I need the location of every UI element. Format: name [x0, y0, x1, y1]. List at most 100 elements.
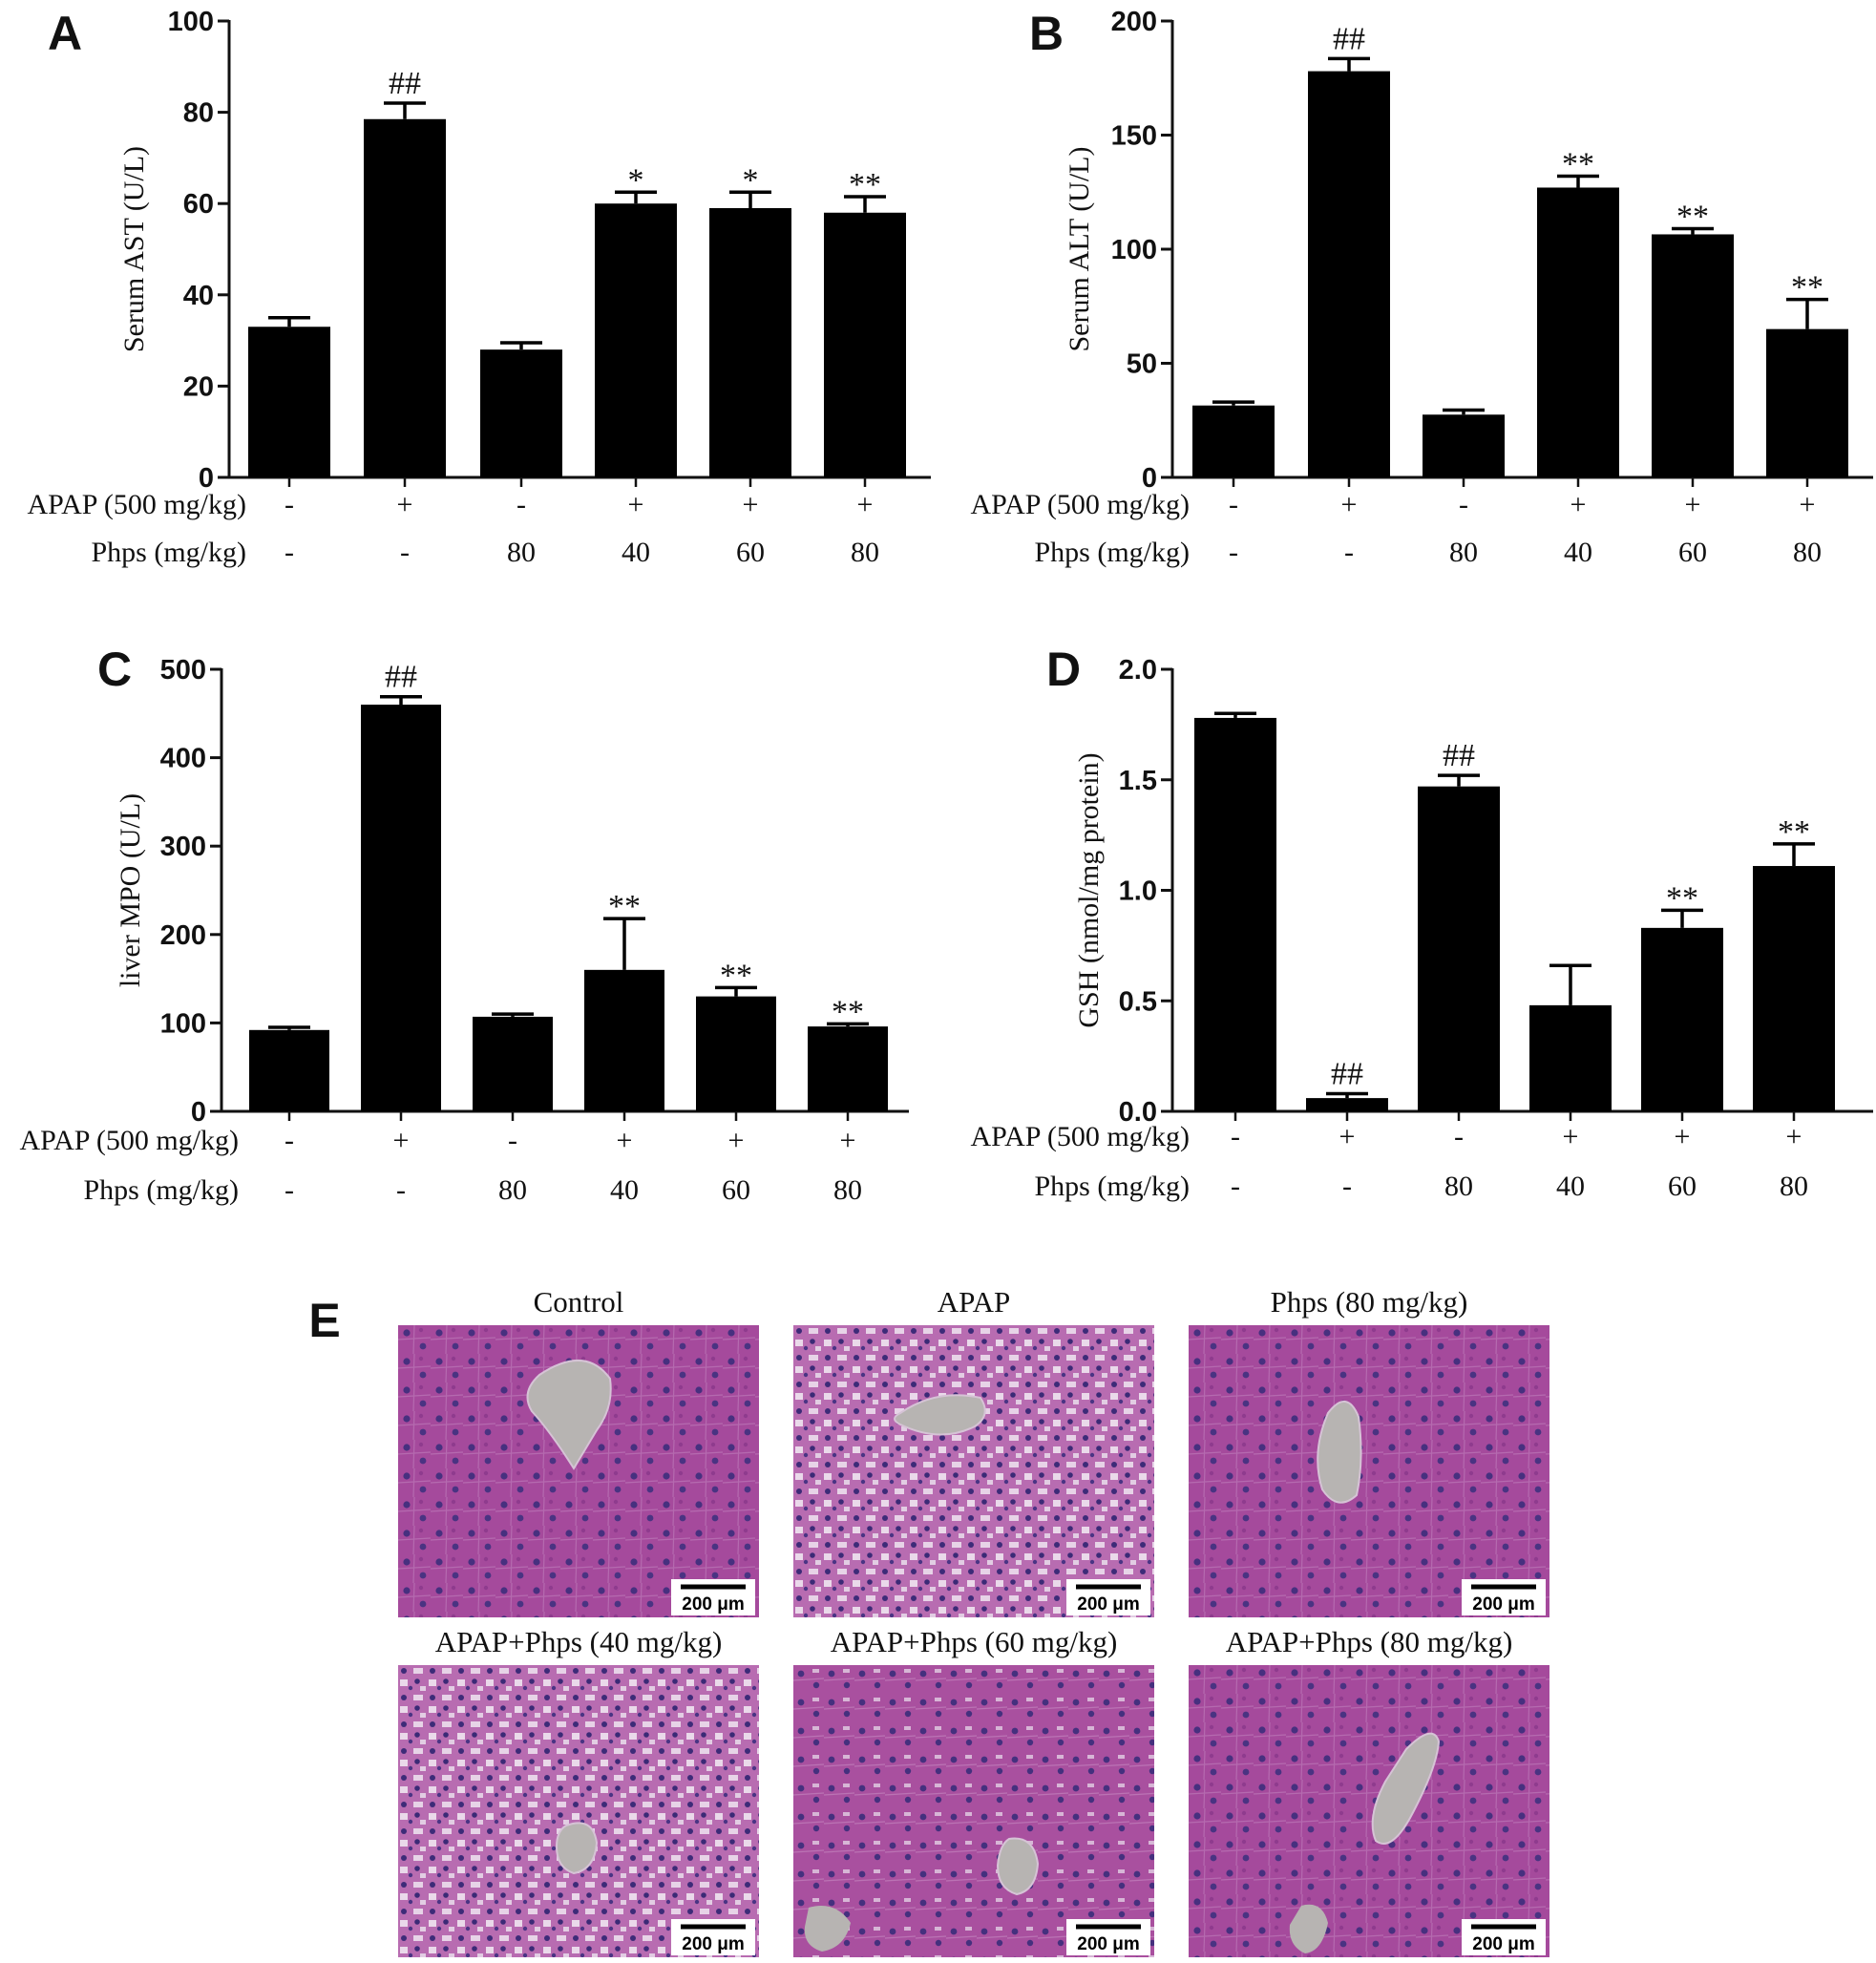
histology-title: APAP+Phps (60 mg/kg) [831, 1625, 1118, 1658]
phps-value: - [1342, 1171, 1352, 1202]
phps-value: 40 [610, 1174, 639, 1206]
apap-row-label: APAP (500 mg/kg) [20, 1125, 239, 1156]
y-tick-label: 0.5 [1119, 986, 1157, 1017]
phps-value: 80 [833, 1174, 862, 1206]
phps-value: 80 [1444, 1171, 1473, 1202]
y-tick-label: 0 [1142, 463, 1157, 494]
phps-value: 80 [1449, 537, 1478, 568]
significance-mark: ## [1443, 738, 1475, 773]
tissue-section [1189, 1665, 1549, 1957]
phps-row-label: Phps (mg/kg) [1034, 1171, 1190, 1202]
y-tick-label: 1.0 [1119, 876, 1157, 907]
histology-image: 200 μm [1189, 1665, 1549, 1957]
y-tick-label: 1.5 [1119, 766, 1157, 796]
histology-image: 200 μm [793, 1325, 1154, 1617]
central-vein [996, 1837, 1040, 1896]
scale-bar-label: 200 μm [1472, 1934, 1535, 1954]
panel-label: E [308, 1294, 340, 1347]
y-axis-label: Serum ALT (U/L) [1064, 147, 1095, 352]
significance-mark: ** [1778, 814, 1810, 850]
apap-value: - [285, 1125, 294, 1156]
y-tick-label: 2.0 [1119, 655, 1157, 686]
bar [1766, 328, 1848, 477]
y-tick-label: 150 [1111, 121, 1157, 152]
apap-value: + [1685, 489, 1701, 520]
panel-label: A [48, 7, 82, 60]
apap-value: - [1231, 1121, 1240, 1152]
bar [1418, 786, 1500, 1111]
apap-value: - [1454, 1121, 1464, 1152]
scale-bar-label: 200 μm [682, 1594, 745, 1615]
phps-value: 60 [736, 537, 765, 568]
apap-value: + [1341, 489, 1358, 520]
histology-title: APAP+Phps (40 mg/kg) [435, 1625, 723, 1658]
phps-value: 60 [1668, 1171, 1697, 1202]
scale-bar-label: 200 μm [1472, 1594, 1535, 1615]
y-tick-label: 100 [160, 1008, 206, 1039]
bar [1308, 71, 1390, 477]
scale-bar-label: 200 μm [1077, 1934, 1140, 1954]
bar [1192, 405, 1275, 477]
bar [364, 118, 446, 478]
phps-value: - [400, 537, 410, 568]
phps-value: - [1344, 537, 1354, 568]
bar [249, 1029, 329, 1111]
bar [1652, 234, 1734, 477]
histology-title: Control [534, 1285, 624, 1319]
y-tick-label: 60 [183, 189, 214, 220]
y-tick-label: 100 [1111, 235, 1157, 265]
y-tick-label: 40 [183, 281, 214, 311]
bar [361, 705, 441, 1111]
y-tick-label: 300 [160, 832, 206, 862]
apap-value: + [1675, 1121, 1691, 1152]
phps-value: 80 [507, 537, 536, 568]
chart-panel-b: B 0 50 100 150 200 Serum ALT (U/L) - - ## + - - 80 ** +… [971, 7, 1873, 568]
apap-value: + [1570, 489, 1587, 520]
phps-value: - [1229, 537, 1238, 568]
y-tick-label: 200 [160, 920, 206, 951]
central-vein [894, 1394, 986, 1436]
histology-title: Phps (80 mg/kg) [1271, 1285, 1468, 1319]
phps-value: 80 [1793, 537, 1822, 568]
phps-row-label: Phps (mg/kg) [91, 537, 246, 568]
histology-panel: E 200 μm Control 200 μm APAP 200 μm Phps (80 m… [308, 1285, 1549, 1957]
y-tick-label: 0 [191, 1097, 206, 1128]
panel-label: D [1046, 643, 1081, 696]
tissue-section [1189, 1325, 1549, 1617]
bar [709, 207, 791, 478]
apap-value: + [1339, 1121, 1356, 1152]
significance-mark: ** [1562, 147, 1594, 182]
bar [248, 327, 330, 477]
apap-row-label: APAP (500 mg/kg) [971, 489, 1190, 520]
histology-image: 200 μm [398, 1665, 759, 1957]
apap-value: - [1229, 489, 1238, 520]
apap-value: - [508, 1125, 517, 1156]
chart-panel-c: C 0 100 200 300 400 500 liver MPO (U/L) - - ## + - - 8… [20, 643, 909, 1206]
phps-value: - [1231, 1171, 1240, 1202]
central-vein [1317, 1401, 1362, 1504]
panel-label: B [1029, 7, 1064, 60]
bar [595, 203, 677, 477]
significance-mark: * [743, 162, 759, 198]
y-tick-label: 500 [160, 655, 206, 686]
bar [1423, 414, 1505, 477]
phps-value: 40 [1556, 1171, 1585, 1202]
histology-image: 200 μm [398, 1325, 759, 1617]
y-tick-label: 50 [1127, 349, 1157, 380]
bar [1537, 187, 1619, 477]
y-tick-label: 20 [183, 371, 214, 402]
bar [824, 212, 906, 477]
bar [1753, 866, 1835, 1111]
central-vein [1371, 1732, 1441, 1845]
chart-panel-a: A 0 20 40 60 80 100 Serum AST (U/L) - - ## + - - 80 * +4… [28, 7, 931, 568]
apap-value: + [617, 1125, 633, 1156]
significance-mark: ** [1666, 880, 1698, 916]
significance-mark: ** [849, 167, 881, 202]
apap-row-label: APAP (500 mg/kg) [971, 1121, 1190, 1152]
phps-value: - [396, 1174, 406, 1206]
significance-mark: ## [1333, 21, 1365, 56]
apap-row-label: APAP (500 mg/kg) [28, 489, 246, 520]
bar [696, 996, 776, 1111]
significance-mark: ** [832, 994, 864, 1029]
